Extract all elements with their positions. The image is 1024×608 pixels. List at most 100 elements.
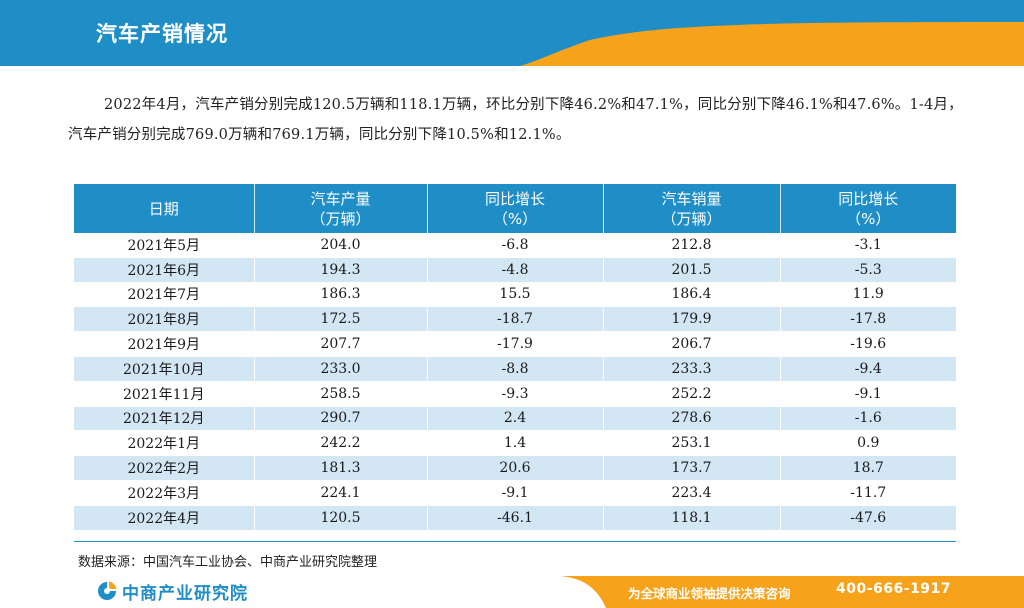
table-cell: 120.5 (254, 505, 428, 531)
column-header-unit: （%） (846, 209, 891, 228)
table-cell: 2021年5月 (74, 233, 255, 258)
company-logo-text: 中商产业研究院 (122, 584, 248, 604)
table-cell: 2021年9月 (74, 331, 255, 357)
footer-hotline: 400-666-1917 (836, 581, 952, 597)
table-row: 2021年7月 186.3 15.5 186.4 11.9 (74, 282, 956, 308)
footer-bar (0, 576, 1024, 608)
table-row: 2021年12月 290.7 2.4 278.6 -1.6 (74, 406, 956, 432)
table-cell: -4.8 (427, 257, 604, 283)
table-cell: -6.8 (427, 233, 604, 258)
table-cell: 186.3 (254, 282, 428, 308)
table-cell: 233.3 (603, 356, 781, 382)
table-cell: -47.6 (780, 505, 956, 531)
summary-paragraph: 2022年4月，汽车产销分别完成120.5万辆和118.1万辆，环比分别下降46… (68, 97, 963, 143)
column-header-label: 同比增长 (838, 189, 899, 208)
table-cell: 15.5 (427, 282, 604, 308)
table-row: 2022年4月 120.5 -46.1 118.1 -47.6 (74, 505, 956, 531)
table-cell: -19.6 (780, 331, 956, 357)
table-cell: 2021年11月 (74, 381, 255, 407)
table-cell: -18.7 (427, 306, 604, 333)
table-row: 2021年10月 233.0 -8.8 233.3 -9.4 (74, 356, 956, 382)
table-cell: -1.6 (780, 406, 956, 432)
table-cell: -17.9 (427, 331, 604, 357)
page-title: 汽车产销情况 (96, 22, 228, 46)
table-cell: 2021年12月 (74, 406, 255, 432)
table-cell: -9.3 (427, 381, 604, 407)
header-banner: 汽车产销情况 (0, 0, 1024, 66)
table-cell: -5.3 (780, 257, 956, 283)
table-cell: 253.1 (603, 430, 781, 457)
table-row: 2022年3月 224.1 -9.1 223.4 -11.7 (74, 480, 956, 506)
table-cell: 278.6 (603, 406, 781, 432)
column-header-label: 日期 (148, 199, 179, 218)
column-header: 汽车销量 （万辆） (603, 184, 781, 233)
column-header: 汽车产量 （万辆） (254, 184, 428, 233)
table-cell: -9.4 (780, 356, 956, 382)
column-header-unit: （%） (492, 209, 538, 228)
column-header-label: 汽车产量 (310, 189, 371, 208)
column-header: 同比增长 （%） (427, 184, 604, 233)
table-cell: 258.5 (254, 381, 428, 407)
table-body: 2021年5月 204.0 -6.8 212.8 -3.1 2021年6月 194.3 -4.… (74, 233, 956, 531)
table-cell: 2022年2月 (74, 455, 255, 481)
table-cell: 2022年4月 (74, 505, 255, 531)
production-sales-table: 日期 汽车产量 （万辆） 同比增长 （%） 汽车销量 （万辆） 同比增长 （%） 2021年5月… (74, 184, 956, 531)
table-row: 2022年2月 181.3 20.6 173.7 18.7 (74, 455, 956, 481)
table-row: 2021年9月 207.7 -17.9 206.7 -19.6 (74, 331, 956, 357)
table-cell: 206.7 (603, 331, 781, 357)
table-cell: 2021年7月 (74, 282, 255, 308)
column-header-unit: （万辆） (310, 209, 371, 228)
column-header-label: 汽车销量 (661, 189, 722, 208)
column-header-unit: （万辆） (661, 209, 722, 228)
column-header: 同比增长 （%） (780, 184, 956, 233)
table-row: 2022年1月 242.2 1.4 253.1 0.9 (74, 430, 956, 457)
table-cell: 201.5 (603, 257, 781, 283)
table-cell: 173.7 (603, 455, 781, 481)
table-row: 2021年8月 172.5 -18.7 179.9 -17.8 (74, 306, 956, 333)
column-header-label: 同比增长 (484, 189, 545, 208)
table-cell: -46.1 (427, 505, 604, 531)
column-header: 日期 (74, 184, 255, 233)
table-row: 2021年5月 204.0 -6.8 212.8 -3.1 (74, 233, 956, 258)
table-cell: 20.6 (427, 455, 604, 481)
table-cell: 233.0 (254, 356, 428, 382)
table-cell: 18.7 (780, 455, 956, 481)
table-cell: 2021年6月 (74, 257, 255, 283)
table-cell: 204.0 (254, 233, 428, 258)
footer-background (0, 576, 1024, 608)
table-cell: -9.1 (780, 381, 956, 407)
table-cell: -11.7 (780, 480, 956, 506)
table-cell: 224.1 (254, 480, 428, 506)
table-cell: 2.4 (427, 406, 604, 432)
table-cell: 0.9 (780, 430, 956, 457)
table-cell: 194.3 (254, 257, 428, 283)
table-cell: 172.5 (254, 306, 428, 333)
table-cell: 207.7 (254, 331, 428, 357)
table-cell: 223.4 (603, 480, 781, 506)
table-cell: -9.1 (427, 480, 604, 506)
table-cell: 212.8 (603, 233, 781, 258)
table-cell: 1.4 (427, 430, 604, 457)
table-header-row: 日期 汽车产量 （万辆） 同比增长 （%） 汽车销量 （万辆） 同比增长 （%） (74, 184, 956, 233)
table-cell: 2022年3月 (74, 480, 255, 506)
header-banner-shape (0, 0, 1024, 66)
table-cell: -3.1 (780, 233, 956, 258)
table-cell: 2021年10月 (74, 356, 255, 382)
table-cell: 2022年1月 (74, 430, 255, 457)
table-cell: 118.1 (603, 505, 781, 531)
table-cell: -17.8 (780, 306, 956, 333)
table-cell: -8.8 (427, 356, 604, 382)
footer-tagline: 为全球商业领袖提供决策咨询 (628, 586, 791, 601)
table-bottom-rule (74, 541, 956, 542)
table-cell: 179.9 (603, 306, 781, 333)
table-cell: 252.2 (603, 381, 781, 407)
table-cell: 290.7 (254, 406, 428, 432)
table-cell: 181.3 (254, 455, 428, 481)
table-row: 2021年11月 258.5 -9.3 252.2 -9.1 (74, 381, 956, 407)
table-cell: 11.9 (780, 282, 956, 308)
table-cell: 186.4 (603, 282, 781, 308)
table-cell: 242.2 (254, 430, 428, 457)
company-logo-icon (98, 581, 117, 600)
data-source-note: 数据来源：中国汽车工业协会、中商产业研究院整理 (78, 555, 378, 570)
table-cell: 2021年8月 (74, 306, 255, 333)
